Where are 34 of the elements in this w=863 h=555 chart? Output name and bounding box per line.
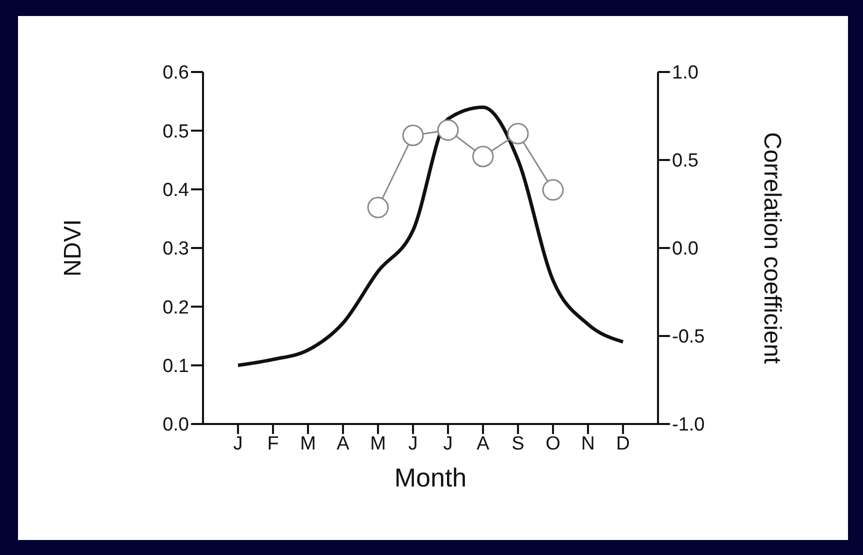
x-tick-label: M	[300, 433, 316, 454]
x-tick-label: O	[546, 433, 560, 454]
y2-tick-label: -0.5	[672, 326, 705, 348]
point	[507, 122, 529, 144]
x-tick-label: J	[443, 433, 453, 454]
x-tick-label: J	[408, 433, 418, 454]
point	[542, 179, 564, 201]
x-axis-title: Month	[394, 462, 467, 492]
y2-axis-title: Correlation coefficient	[758, 132, 786, 364]
point	[437, 119, 459, 141]
x-tick-label: F	[267, 433, 279, 454]
y2-tick-label: 1.0	[672, 62, 698, 84]
y-axis-title: NDVI	[60, 219, 87, 277]
x-tick-label: M	[370, 433, 386, 454]
x-tick-label: S	[512, 433, 524, 454]
y2-tick-label: 0.0	[672, 238, 698, 260]
line-series	[236, 105, 625, 368]
x-tick-label: A	[336, 433, 350, 454]
point	[402, 124, 424, 146]
point	[367, 196, 389, 218]
y-tick-label: 0.6	[162, 62, 189, 84]
y-tick-label: 0.3	[162, 238, 189, 260]
y2-tick-label: 0.5	[672, 150, 698, 172]
y-tick-label: 0.1	[162, 356, 189, 378]
x-tick-label: N	[581, 433, 595, 454]
y-tick-label: 0.5	[162, 121, 189, 142]
y-tick-label: 0.4	[162, 180, 190, 202]
y-tick-label: 0.2	[162, 297, 189, 318]
y-tick-label: 0.0	[162, 414, 189, 436]
x-tick-label: J	[233, 433, 243, 454]
x-tick-label: D	[616, 433, 630, 454]
point	[472, 146, 494, 168]
x-tick-label: A	[476, 433, 490, 454]
y2-tick-label: -1.0	[672, 414, 705, 436]
